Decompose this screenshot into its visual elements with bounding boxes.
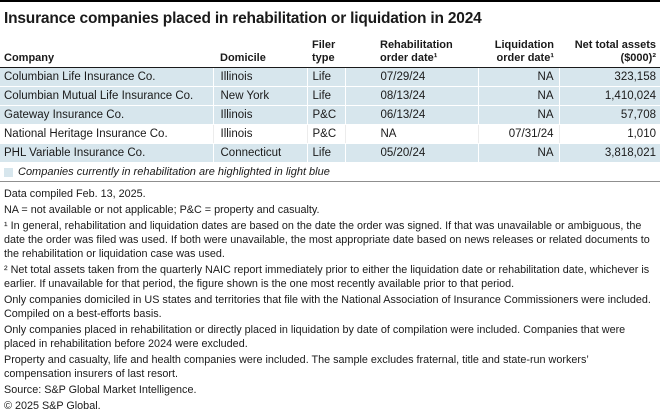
column-header-rehabilitation-order-date: Rehabilitation order date¹	[345, 34, 478, 68]
table-row: Gateway Insurance Co. Illinois P&C 06/13…	[0, 105, 660, 125]
footnotes: Data compiled Feb. 13, 2025. NA = not av…	[0, 182, 660, 413]
cell-domicile: Illinois	[213, 105, 308, 125]
footnote-inclusion-domicile: Only companies domiciled in US states an…	[4, 294, 651, 320]
cell-company: National Heritage Insurance Co.	[0, 124, 214, 144]
cell-company: Columbian Mutual Life Insurance Co.	[0, 86, 214, 106]
column-header-filer-type: Filer type	[307, 34, 345, 68]
table-row: Columbian Mutual Life Insurance Co. New …	[0, 86, 660, 106]
cell-domicile: Connecticut	[213, 143, 308, 163]
table-row: National Heritage Insurance Co. Illinois…	[0, 124, 660, 144]
cell-filer-type: Life	[307, 86, 346, 106]
cell-rehabilitation-order-date: 06/13/24	[345, 105, 479, 125]
cell-company: PHL Variable Insurance Co.	[0, 143, 214, 163]
legend-label: Companies currently in rehabilitation ar…	[18, 166, 330, 178]
cell-domicile: Illinois	[213, 124, 308, 144]
cell-net-total-assets: 1,010	[559, 124, 660, 144]
cell-rehabilitation-order-date: 05/20/24	[345, 143, 479, 163]
cell-rehabilitation-order-date: 07/29/24	[345, 67, 479, 87]
table-row: PHL Variable Insurance Co. Connecticut L…	[0, 143, 660, 163]
footnote-1: ¹ In general, rehabilitation and liquida…	[4, 220, 650, 260]
footnote-data-compiled: Data compiled Feb. 13, 2025.	[4, 188, 146, 200]
insurance-companies-table: Company Domicile Filer type Rehabilitati…	[0, 34, 660, 163]
cell-rehabilitation-order-date: NA	[345, 124, 479, 144]
cell-net-total-assets: 3,818,021	[559, 143, 660, 163]
cell-liquidation-order-date: NA	[478, 86, 560, 106]
cell-filer-type: P&C	[307, 105, 346, 125]
cell-liquidation-order-date: NA	[478, 143, 560, 163]
cell-company: Gateway Insurance Co.	[0, 105, 214, 125]
cell-rehabilitation-order-date: 08/13/24	[345, 86, 479, 106]
footnote-inclusion-types: Property and casualty, life and health c…	[4, 354, 589, 380]
figure-title: Insurance companies placed in rehabilita…	[4, 10, 482, 27]
cell-filer-type: Life	[307, 143, 346, 163]
column-header-net-total-assets: Net total assets ($000)²	[559, 34, 660, 68]
cell-company: Columbian Life Insurance Co.	[0, 67, 214, 87]
highlight-swatch-icon	[4, 167, 13, 177]
cell-net-total-assets: 57,708	[559, 105, 660, 125]
column-header-company: Company	[0, 34, 213, 68]
table-header-row: Company Domicile Filer type Rehabilitati…	[0, 34, 660, 68]
footnote-inclusion-dates: Only companies placed in rehabilitation …	[4, 324, 626, 350]
cell-liquidation-order-date: NA	[478, 105, 560, 125]
cell-net-total-assets: 1,410,024	[559, 86, 660, 106]
cell-domicile: Illinois	[213, 67, 308, 87]
column-header-domicile: Domicile	[213, 34, 307, 68]
column-header-liquidation-order-date: Liquidation order date¹	[478, 34, 559, 68]
cell-net-total-assets: 323,158	[559, 67, 660, 87]
source-line: Source: S&P Global Market Intelligence.	[4, 384, 197, 396]
cell-filer-type: Life	[307, 67, 346, 87]
footnote-2: ² Net total assets taken from the quarte…	[4, 264, 650, 290]
copyright-line: © 2025 S&P Global.	[4, 400, 101, 412]
footnote-abbreviations: NA = not available or not applicable; P&…	[4, 204, 320, 216]
legend-row: Companies currently in rehabilitation ar…	[0, 163, 660, 182]
cell-liquidation-order-date: 07/31/24	[478, 124, 560, 144]
cell-filer-type: P&C	[307, 124, 346, 144]
cell-liquidation-order-date: NA	[478, 67, 560, 87]
table-row: Columbian Life Insurance Co. Illinois Li…	[0, 67, 660, 87]
cell-domicile: New York	[213, 86, 308, 106]
